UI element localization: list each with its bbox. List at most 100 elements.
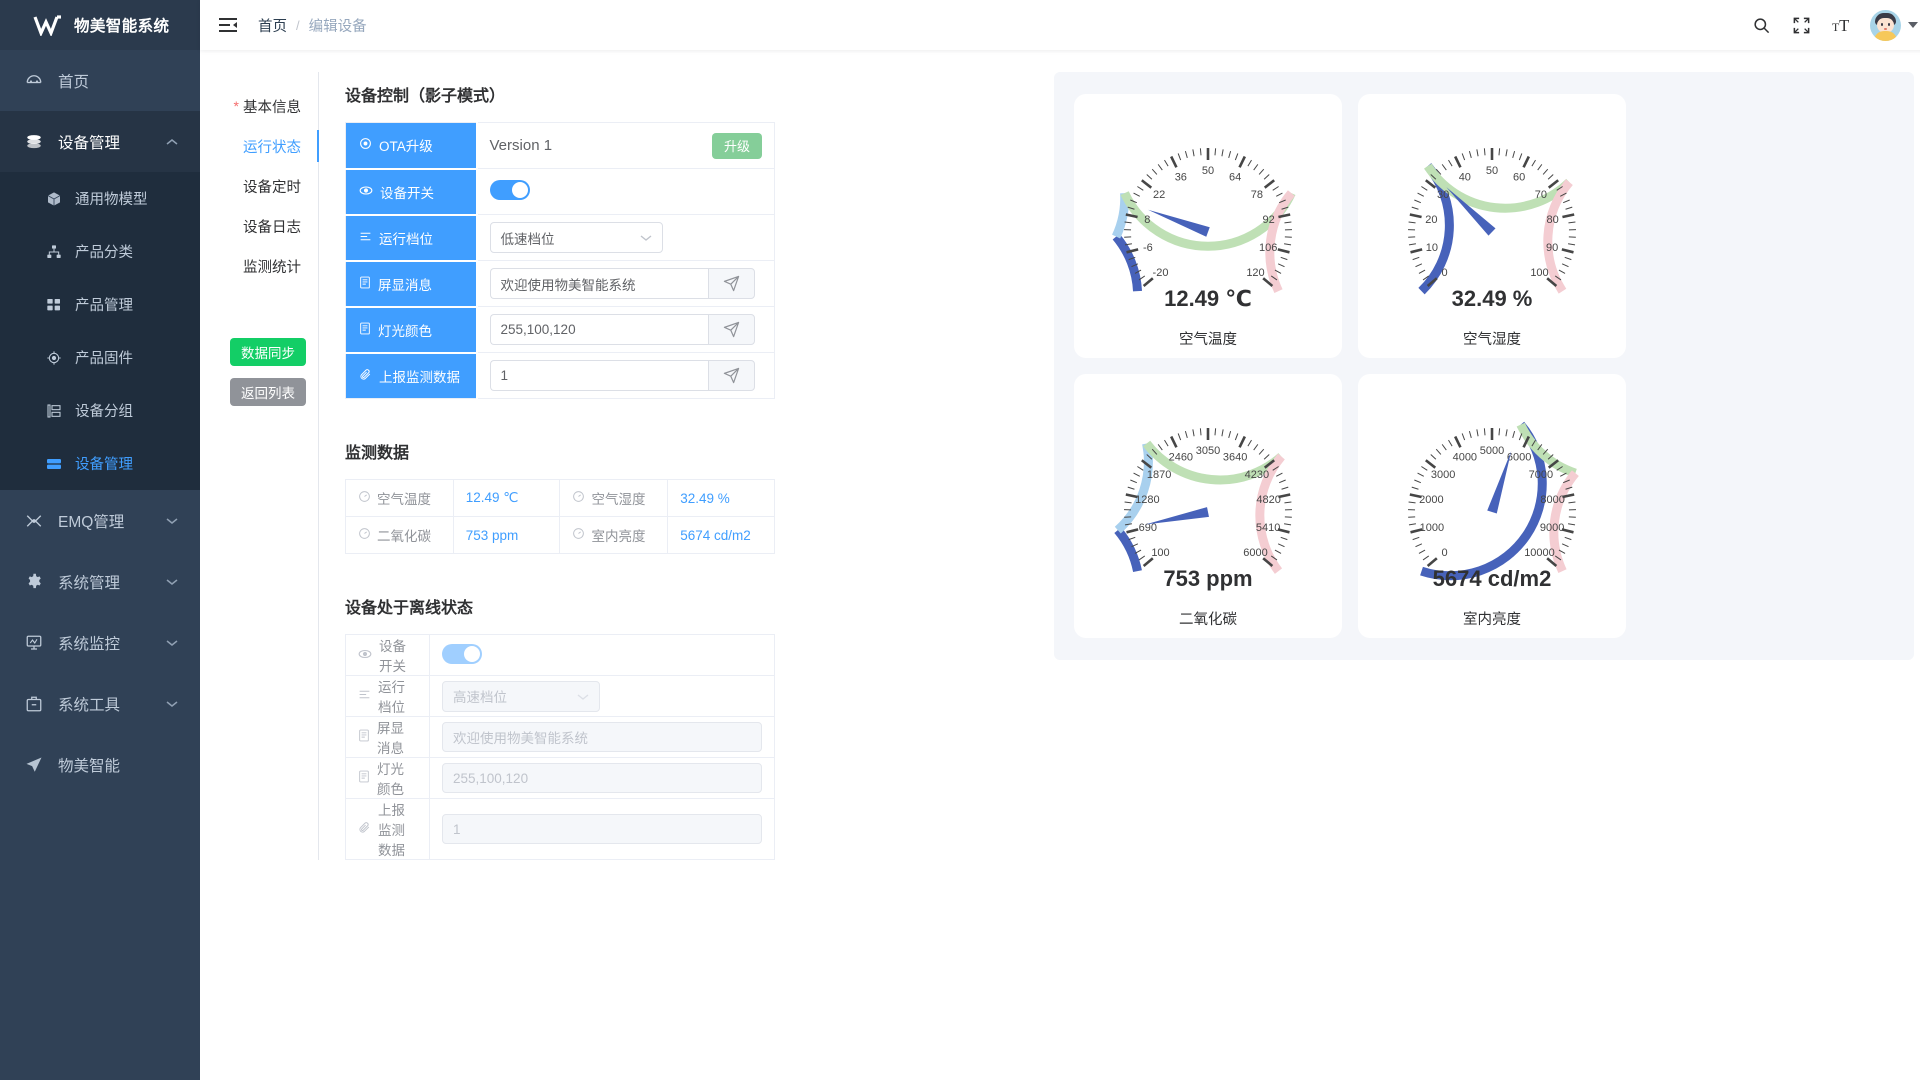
gauge-small-icon [358, 490, 371, 506]
offline-label-power: 设备开关 [345, 634, 430, 676]
chevron-down-icon[interactable] [166, 634, 178, 652]
sidebar-item-product-management[interactable]: 产品管理 [0, 278, 200, 331]
light-color-input[interactable] [489, 314, 708, 345]
offline-label-text: 灯光颜色 [377, 762, 404, 797]
svg-text:4820: 4820 [1256, 494, 1280, 506]
gauge-small-icon [358, 527, 371, 543]
user-menu[interactable] [1870, 9, 1918, 41]
sidebar-item-system-tools[interactable]: 系统工具 [0, 673, 200, 734]
monitor-key-label: 室内亮度 [591, 529, 646, 544]
offline-row-light-color: 灯光颜色 255,100,120 [345, 757, 775, 799]
monitor-value-brightness: 5674 cd/m2 [667, 516, 775, 554]
fullscreen-icon[interactable] [1790, 14, 1812, 36]
report-data-input[interactable] [489, 360, 708, 391]
breadcrumb-current: 编辑设备 [308, 18, 367, 35]
sidebar-item-thing-model[interactable]: 通用物模型 [0, 172, 200, 225]
sidebar-item-home[interactable]: 首页 [0, 50, 200, 111]
chevron-up-icon[interactable] [166, 133, 178, 151]
gauge-chart: 0 10 20 30 40 50 60 70 80 90 100 [1408, 148, 1576, 295]
offline-power-switch[interactable] [442, 643, 482, 664]
sidebar-subitem-label: 通用物模型 [75, 192, 148, 208]
tab-device-timer[interactable]: 设备定时 [224, 166, 318, 206]
offline-light-color-input: 255,100,120 [442, 763, 762, 793]
svg-text:1870: 1870 [1147, 469, 1171, 481]
sidebar-item-label: 系统管理 [58, 574, 121, 592]
monitor-key-air-humidity: 空气湿度 [559, 479, 669, 517]
control-label-text: 设备开关 [380, 185, 434, 201]
table-row: 空气温度 12.49 ℃ 空气湿度 32.49 % [345, 479, 775, 517]
gauge-panel: -20 -6 8 22 36 50 64 78 92 106 120 12.49 ℃ 空气温度 0 10 2… [1054, 72, 1914, 660]
svg-text:36: 36 [1175, 171, 1187, 183]
gauge-small-icon [572, 527, 585, 543]
report-data-send-button[interactable] [707, 360, 755, 391]
svg-text:70: 70 [1535, 189, 1547, 201]
svg-text:8000: 8000 [1540, 494, 1564, 506]
sidebar-subitem-label: 产品固件 [75, 351, 133, 367]
sidebar: 物美智能系统 首页 设备管理 [0, 0, 200, 1080]
chevron-down-icon[interactable] [166, 695, 178, 713]
control-label-ota: OTA升级 [345, 122, 478, 170]
sidebar-item-label: 首页 [58, 73, 90, 91]
sidebar-subitem-label: 产品分类 [75, 245, 133, 261]
control-row-ota: OTA升级 Version 1 升级 [345, 122, 775, 170]
sidebar-item-product-firmware[interactable]: 产品固件 [0, 331, 200, 384]
light-color-send-button[interactable] [707, 314, 755, 345]
sidebar-item-product-category[interactable]: 产品分类 [0, 225, 200, 278]
tab-device-log[interactable]: 设备日志 [224, 206, 318, 246]
layers-icon [23, 133, 45, 151]
offline-label-text: 屏显消息 [377, 721, 404, 756]
svg-text:10: 10 [1426, 242, 1438, 254]
offline-row-screen-msg: 屏显消息 欢迎使用物美智能系统 [345, 716, 775, 758]
svg-text:9000: 9000 [1540, 522, 1564, 534]
monitor-value-air-humidity: 32.49 % [667, 479, 775, 517]
gauge-needle [1487, 450, 1512, 514]
hamburger-icon[interactable] [216, 13, 240, 37]
svg-text:106: 106 [1259, 242, 1277, 254]
levels-icon [358, 688, 371, 704]
tab-label: 基本信息 [243, 99, 301, 116]
device-power-switch[interactable] [489, 180, 530, 200]
required-star: * [233, 98, 239, 114]
send-icon [23, 756, 45, 774]
search-icon[interactable] [1750, 14, 1772, 36]
back-to-list-button[interactable]: 返回列表 [230, 378, 306, 406]
brand-title: 物美智能系统 [74, 18, 170, 35]
chevron-down-icon[interactable] [166, 573, 178, 591]
svg-text:50: 50 [1486, 165, 1498, 177]
control-label-text: 屏显消息 [378, 277, 432, 293]
control-row-power: 设备开关 [345, 168, 775, 216]
screen-msg-input[interactable] [489, 268, 708, 299]
ota-upgrade-button[interactable]: 升级 [711, 132, 762, 159]
chevron-down-icon[interactable] [166, 512, 178, 530]
device-detail-panel: * 基本信息 运行状态 设备定时 设备日志 监测统计 [224, 72, 924, 860]
caret-down-icon[interactable] [1908, 22, 1918, 28]
tab-monitor-stats[interactable]: 监测统计 [224, 246, 318, 286]
tab-basic-info[interactable]: * 基本信息 [224, 86, 318, 126]
sidebar-item-device-management[interactable]: 设备管理 [0, 111, 200, 172]
shuffle-icon [23, 512, 45, 530]
sidebar-item-emq[interactable]: EMQ管理 [0, 490, 200, 551]
gear-select[interactable]: 低速档位 [489, 222, 663, 253]
sidebar-item-system-monitor[interactable]: 系统监控 [0, 612, 200, 673]
table-row: 二氧化碳 753 ppm 室内亮度 5674 cd/m2 [345, 516, 775, 554]
svg-text:64: 64 [1229, 171, 1241, 183]
tab-running-status[interactable]: 运行状态 [224, 126, 319, 166]
sidebar-item-device-manage[interactable]: 设备管理 [0, 437, 200, 490]
gauge-title: 空气温度 [1179, 332, 1237, 348]
offline-label-gear: 运行档位 [345, 675, 430, 717]
control-row-gear: 运行档位 低速档位 [345, 214, 775, 262]
brand[interactable]: 物美智能系统 [0, 0, 200, 50]
sidebar-item-device-group[interactable]: 设备分组 [0, 384, 200, 437]
control-value-ota: Version 1 升级 [477, 123, 775, 169]
avatar [1870, 9, 1901, 41]
gauge-small-icon [572, 490, 585, 506]
text-icon [359, 322, 371, 338]
control-label-text: 运行档位 [379, 231, 433, 247]
data-sync-button[interactable]: 数据同步 [230, 338, 306, 366]
breadcrumb-home[interactable]: 首页 [258, 18, 287, 35]
sidebar-item-system-management[interactable]: 系统管理 [0, 551, 200, 612]
sidebar-item-wumei-smart[interactable]: 物美智能 [0, 734, 200, 795]
screen-msg-send-button[interactable] [707, 268, 755, 299]
